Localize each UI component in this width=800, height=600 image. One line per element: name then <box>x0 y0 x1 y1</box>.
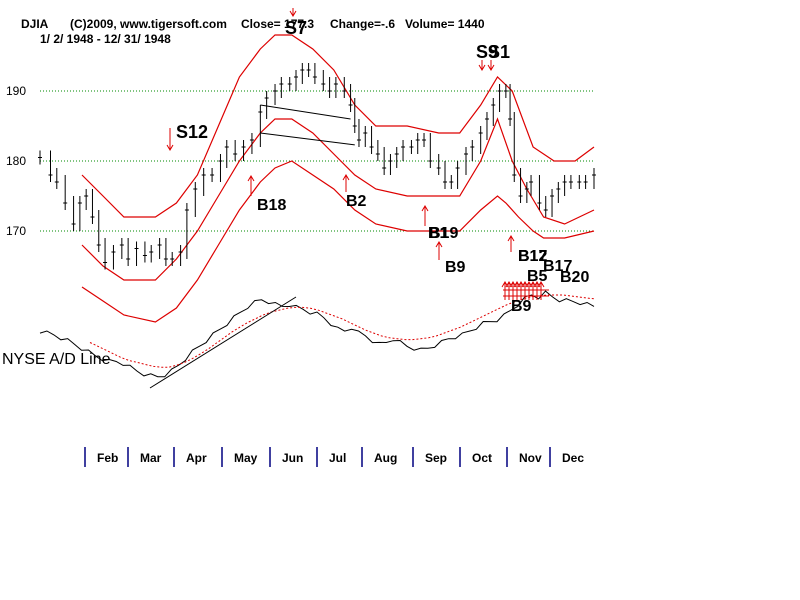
month-label-jul: Jul <box>329 451 346 465</box>
signal-arrowhead <box>421 205 429 212</box>
close-value: Close= 177.3 <box>241 17 315 31</box>
volume-value: Volume= 1440 <box>405 17 485 31</box>
signal-b2: B2 <box>346 193 367 210</box>
change-value: Change=-.6 <box>330 17 396 31</box>
month-label-oct: Oct <box>472 451 492 465</box>
y-tick-label: 170 <box>6 224 26 238</box>
signal-arrowhead <box>478 64 486 71</box>
month-label-may: May <box>234 451 258 465</box>
month-label-sep: Sep <box>425 451 447 465</box>
month-label-apr: Apr <box>186 451 207 465</box>
month-label-dec: Dec <box>562 451 584 465</box>
ad-line-label: NYSE A/D Line <box>2 351 111 368</box>
signal-b9: B9 <box>511 298 532 315</box>
signal-b5: B5 <box>527 268 548 285</box>
signal-b9: B9 <box>445 259 466 276</box>
band-upper <box>81 34 595 218</box>
signal-s9: S9 <box>476 42 498 62</box>
chart-symbol: DJIA <box>21 17 49 31</box>
signal-s12: S12 <box>176 122 208 142</box>
month-label-nov: Nov <box>519 451 542 465</box>
signal-arrowhead <box>507 235 515 242</box>
month-label-feb: Feb <box>97 451 118 465</box>
signal-b17: B17 <box>518 248 547 265</box>
signal-b1: B1 <box>428 225 449 242</box>
signal-arrowhead <box>487 64 495 71</box>
month-label-jun: Jun <box>282 451 303 465</box>
signal-arrowhead <box>342 174 350 181</box>
signal-s1: S1 <box>488 42 510 62</box>
ad-moving-average <box>89 294 595 368</box>
price-trendline <box>260 104 351 120</box>
signal-arrowhead <box>247 175 255 182</box>
signal-b17: B17 <box>543 258 572 275</box>
signal-arrowhead <box>289 10 297 17</box>
signal-arrowhead <box>537 281 545 288</box>
signal-b20: B20 <box>560 269 589 286</box>
signal-arrowhead <box>166 144 174 151</box>
signal-arrowhead <box>435 241 443 248</box>
signal-b18: B18 <box>257 197 286 214</box>
copyright-text: (C)2009, www.tigersoft.com <box>70 17 227 31</box>
date-range: 1/ 2/ 1948 - 12/ 31/ 1948 <box>40 32 171 46</box>
ad-trendline <box>149 296 297 389</box>
month-label-mar: Mar <box>140 451 162 465</box>
band-middle <box>81 117 595 281</box>
y-tick-label: 190 <box>6 84 26 98</box>
price-trendline <box>260 132 355 146</box>
ad-line <box>39 290 595 378</box>
band-lower <box>81 160 595 323</box>
signal-s7: S7 <box>285 18 307 38</box>
signal-b19: B19 <box>429 225 458 242</box>
y-tick-label: 180 <box>6 154 26 168</box>
month-label-aug: Aug <box>374 451 397 465</box>
signal-b12: B12 <box>518 248 547 265</box>
